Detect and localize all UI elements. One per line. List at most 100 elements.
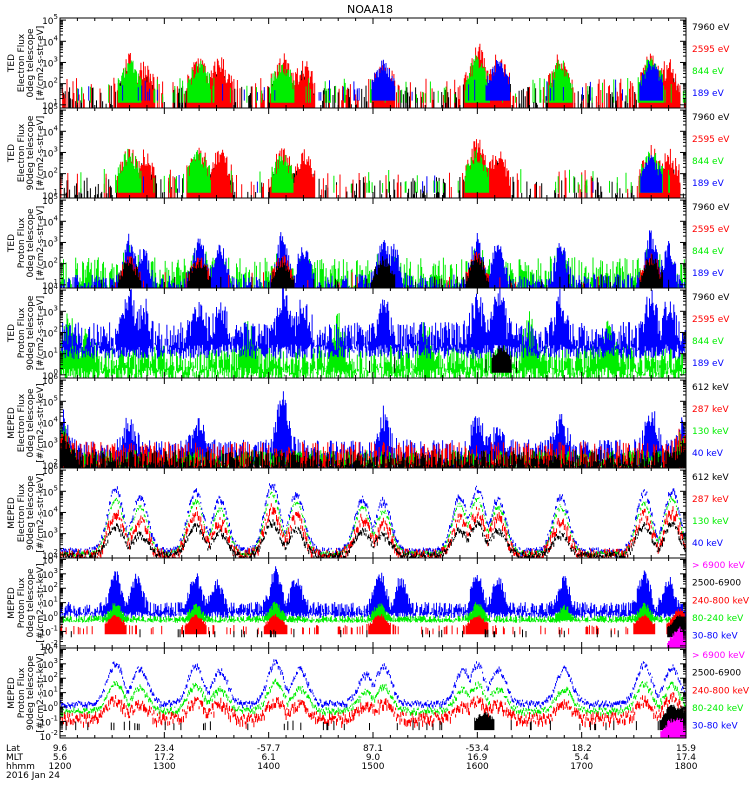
series-240-800-kev — [60, 608, 686, 635]
series-7960-ev — [63, 156, 684, 198]
legend-entry: 287 keV — [692, 405, 729, 415]
legend-entry: 2595 eV — [692, 45, 730, 55]
figure-title: NOAA18 — [347, 3, 393, 16]
instrument-label: TED — [7, 324, 17, 343]
plot-area — [60, 139, 684, 198]
legend-entry: 2595 eV — [692, 225, 730, 235]
footer-value: 1500 — [362, 762, 385, 772]
y-axis-label: 90deg telescope — [26, 115, 36, 190]
footer-value: 1600 — [466, 762, 489, 772]
series-240-800-kev — [60, 692, 686, 729]
instrument-label: TED — [7, 144, 17, 163]
y-axis-label: Electron Flux — [17, 123, 27, 182]
footer-value: 9.0 — [366, 753, 381, 763]
y-axis-label: [#/cm2-s-str-keV] — [36, 653, 46, 732]
series-189-ev — [60, 288, 686, 359]
series-80-240-kev — [60, 601, 686, 623]
plot-area — [60, 659, 686, 738]
instrument-label: MEPED — [7, 587, 17, 619]
legend-entry: 189 eV — [692, 89, 725, 99]
y-axis-label: 0deg telescope — [26, 208, 36, 278]
y-axis-label: [#/cm2-s-str-keV] — [36, 383, 46, 462]
y-axis-label: 0deg telescope — [26, 568, 36, 638]
legend-entry: 40 keV — [692, 449, 724, 459]
y-axis-label: 90deg telescope — [26, 475, 36, 550]
footer-value: 87.1 — [363, 744, 383, 754]
footer-value: 5.6 — [53, 753, 68, 763]
legend-entry: 30-80 keV — [692, 722, 738, 732]
instrument-label: TED — [7, 54, 17, 73]
y-axis-label: Proton Flux — [17, 667, 27, 718]
legend-entry: 844 eV — [692, 157, 725, 167]
instrument-label: MEPED — [7, 407, 17, 439]
footer-ephemeris: Lat 9.6 23.4 -57.7 87.1 -53.4 18.2 15.9 MLT 5.6 17… — [6, 744, 698, 781]
footer-value: 1400 — [257, 762, 280, 772]
legend-entry: > 6900 keV — [692, 561, 746, 571]
ytick-label: 105 — [42, 13, 58, 27]
footer-label-hhmm: hhmm — [6, 762, 35, 772]
y-axis-label: Electron Flux — [17, 483, 27, 542]
footer-value: 15.9 — [676, 744, 696, 754]
legend-entry: 2595 eV — [692, 135, 730, 145]
footer-value: 16.9 — [467, 753, 487, 763]
legend-entry: 189 eV — [692, 179, 725, 189]
legend-entry: 2500-6900 — [692, 579, 741, 589]
footer-value: -53.4 — [466, 744, 490, 754]
y-axis-label: 0deg telescope — [26, 388, 36, 458]
legend-entry: 189 eV — [692, 269, 725, 279]
y-axis-label: [#/cm2-s-str-eV] — [36, 206, 46, 281]
y-axis-label: Proton Flux — [17, 217, 27, 268]
footer-value: -57.7 — [257, 744, 280, 754]
legend-entry: > 6900 keV — [692, 651, 746, 661]
legend-entry: 130 keV — [692, 517, 729, 527]
y-axis-label: Proton Flux — [17, 577, 27, 628]
y-axis-label: [#/cm2-s-str-eV] — [36, 296, 46, 371]
footer-date: 2016 Jan 24 — [6, 771, 60, 781]
instrument-label: MEPED — [7, 497, 17, 529]
legend-entry: 2500-6900 — [692, 669, 741, 679]
legend-entry: 130 keV — [692, 427, 729, 437]
legend-entry: 612 keV — [692, 383, 729, 393]
legend-entry: 240-800 keV — [692, 596, 750, 606]
footer-value: 18.2 — [572, 744, 592, 754]
footer-value: 1200 — [49, 762, 72, 772]
series-30-80-kev — [60, 566, 686, 619]
footer-value: 6.1 — [262, 753, 276, 763]
footer-value: 1700 — [570, 762, 593, 772]
legend-entry: 30-80 keV — [692, 632, 738, 642]
y-axis-label: Electron Flux — [17, 393, 27, 452]
series-189-ev — [143, 155, 663, 193]
instrument-label: TED — [7, 234, 17, 253]
plot-area — [62, 43, 686, 108]
y-axis-label: Proton Flux — [17, 307, 27, 358]
y-axis-label: 90deg telescope — [26, 655, 36, 730]
legend-entry: 7960 eV — [692, 293, 730, 303]
footer-value: 9.6 — [53, 744, 68, 754]
plot-area — [60, 566, 686, 648]
y-axis-label: 90deg telescope — [26, 295, 36, 370]
legend-entry: 80-240 keV — [692, 704, 744, 714]
legend-entry: 40 keV — [692, 539, 724, 549]
footer-value: 23.4 — [154, 744, 174, 754]
legend-entry: 612 keV — [692, 473, 729, 483]
footer-value: 1300 — [153, 762, 176, 772]
series-30-80-kev — [60, 659, 686, 710]
legend-entry: 80-240 keV — [692, 614, 744, 624]
y-axis-label: [#/cm2-s-str-keV] — [36, 473, 46, 552]
legend-entry: 189 eV — [692, 359, 725, 369]
footer-label-lat: Lat — [6, 744, 21, 754]
footer-value: 17.2 — [154, 753, 174, 763]
legend-entry: 7960 eV — [692, 23, 730, 33]
series-189-ev — [77, 59, 663, 101]
legend-entry: 287 keV — [692, 495, 729, 505]
footer-value: 5.4 — [575, 753, 590, 763]
y-axis-label: Electron Flux — [17, 33, 27, 92]
